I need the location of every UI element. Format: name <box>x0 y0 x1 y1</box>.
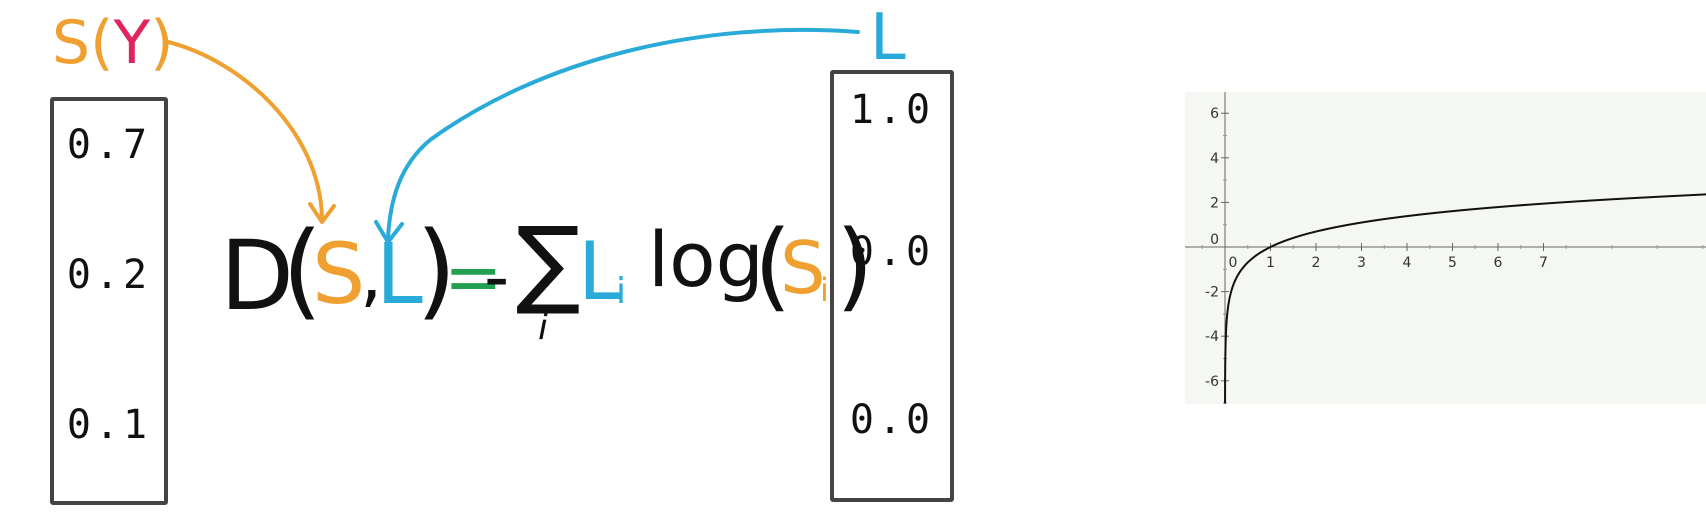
score-label-s: S( <box>52 8 114 78</box>
x-tick-label: 0 <box>1229 255 1238 271</box>
formula-log: log <box>648 215 764 304</box>
log-plot: 0 1 2 3 4 5 6 7 6 4 2 0 -2 -4 -6 <box>1185 92 1706 404</box>
formula-sum-index: i <box>538 307 549 348</box>
formula-s: S <box>312 225 366 323</box>
formula-l: L <box>376 225 423 323</box>
x-tick-label: 2 <box>1312 255 1321 271</box>
label-value: 1.0 <box>849 87 935 133</box>
x-tick-label: 7 <box>1539 255 1548 271</box>
formula-d: D <box>220 220 294 332</box>
formula-open-paren: ( <box>282 209 323 331</box>
score-vector-box: 0.7 0.2 0.1 <box>50 97 168 505</box>
formula-comma: , <box>360 234 383 316</box>
score-label-close: ) <box>150 8 174 78</box>
formula-li: L <box>578 225 623 318</box>
score-label-y: Y <box>113 8 151 78</box>
label-arrow <box>386 27 860 240</box>
formula-log-open-paren: ( <box>754 210 792 322</box>
formula-minus: - <box>484 236 510 318</box>
label-vector-box: 1.0 0.0 0.0 <box>830 70 954 502</box>
score-value: 0.1 <box>66 402 152 448</box>
x-tick-label: 6 <box>1494 255 1503 271</box>
y-tick-label: -4 <box>1205 329 1219 345</box>
score-arrow <box>166 40 324 220</box>
y-tick-label: -6 <box>1205 374 1219 390</box>
x-tick-label: 5 <box>1448 255 1457 271</box>
y-tick-label: 0 <box>1210 232 1219 248</box>
score-label: S(Y) <box>52 8 174 78</box>
x-tick-label: 4 <box>1403 255 1412 271</box>
formula-equals: = <box>444 236 503 318</box>
formula-si: S <box>780 226 826 310</box>
label-value: 0.0 <box>849 229 935 275</box>
score-value: 0.2 <box>66 252 152 298</box>
x-tick-label: 3 <box>1357 255 1366 271</box>
formula-sum-symbol: ∑ <box>516 206 581 318</box>
y-tick-label: -2 <box>1205 285 1219 301</box>
x-tick-label: 1 <box>1266 255 1275 271</box>
formula-si-subscript: i <box>820 271 829 309</box>
log-curve <box>1224 193 1706 404</box>
formula-li-subscript: i <box>616 271 627 312</box>
y-tick-label: 4 <box>1210 151 1219 167</box>
label-label: L <box>870 1 906 75</box>
score-value: 0.7 <box>66 122 152 168</box>
formula-log-close-paren: ) <box>836 210 874 322</box>
y-tick-label: 2 <box>1210 195 1219 211</box>
label-value: 0.0 <box>849 397 935 443</box>
formula-close-paren: ) <box>416 209 457 331</box>
log-plot-svg: 0 1 2 3 4 5 6 7 6 4 2 0 -2 -4 -6 <box>1185 92 1706 404</box>
y-tick-label: 6 <box>1210 106 1219 122</box>
